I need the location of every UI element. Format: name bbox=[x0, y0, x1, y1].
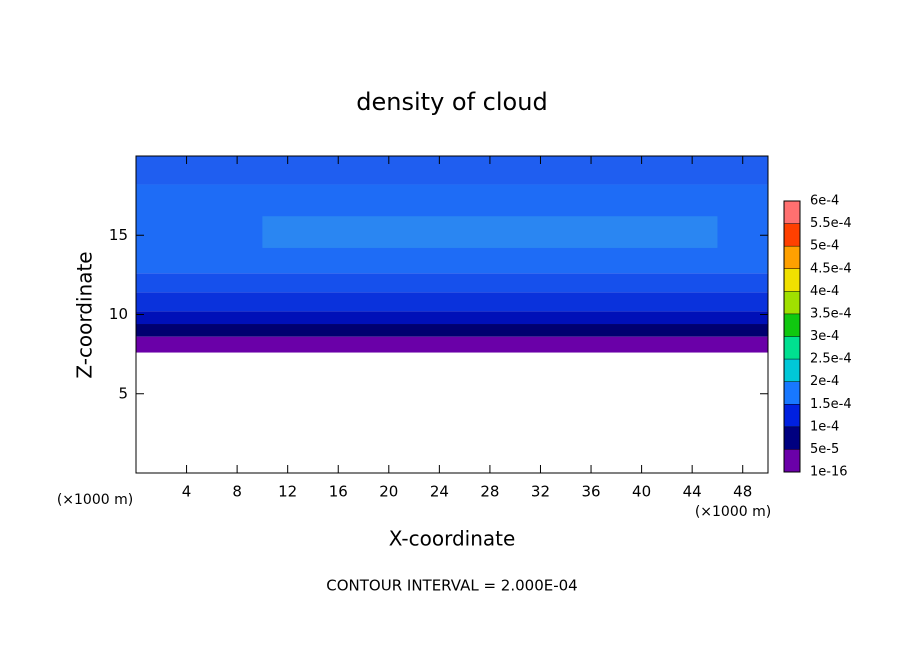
colorbar-cell bbox=[784, 449, 800, 472]
colorbar-label: 5e-5 bbox=[810, 442, 839, 457]
contour-band bbox=[136, 156, 768, 185]
x-tick-label: 20 bbox=[379, 483, 398, 501]
y-axis-label: Z-coordinate bbox=[73, 251, 97, 378]
colorbar-cell bbox=[784, 223, 800, 247]
colorbar-label: 1e-4 bbox=[810, 419, 839, 434]
x-axis-label: X-coordinate bbox=[389, 527, 516, 551]
x-tick-label: 40 bbox=[632, 483, 651, 501]
colorbar-cell bbox=[784, 291, 800, 314]
contour-band bbox=[136, 273, 768, 293]
colorbar-label: 1e-16 bbox=[810, 465, 848, 480]
colorbar-label: 5.5e-4 bbox=[810, 216, 852, 231]
colorbar-cell bbox=[784, 426, 800, 450]
colorbar-cell bbox=[784, 359, 800, 382]
x-tick-label: 12 bbox=[278, 483, 297, 501]
annotation: CONTOUR INTERVAL = 2.000E-04 bbox=[326, 577, 577, 595]
chart-title: density of cloud bbox=[356, 88, 547, 116]
contour-band bbox=[136, 311, 768, 325]
colorbar-label: 4e-4 bbox=[810, 284, 839, 299]
colorbar-label: 4.5e-4 bbox=[810, 261, 852, 276]
colorbar-cell bbox=[784, 246, 800, 269]
contour-band bbox=[136, 292, 768, 312]
x-tick-label: 16 bbox=[329, 483, 348, 501]
x-unit-label: (×1000 m) bbox=[695, 504, 771, 520]
contour-band bbox=[262, 216, 718, 248]
x-tick-label: 4 bbox=[182, 483, 192, 501]
colorbar-cell bbox=[784, 381, 800, 405]
y-tick-label: 5 bbox=[118, 384, 128, 402]
colorbar-label: 5e-4 bbox=[810, 239, 839, 254]
colorbar-label: 3e-4 bbox=[810, 329, 839, 344]
colorbar-label: 1.5e-4 bbox=[810, 397, 852, 412]
colorbar-label: 3.5e-4 bbox=[810, 306, 852, 321]
colorbar-label: 2e-4 bbox=[810, 374, 839, 389]
x-tick-label: 24 bbox=[430, 483, 449, 501]
y-tick-label: 15 bbox=[109, 226, 128, 244]
colorbar-cell bbox=[784, 268, 800, 292]
colorbar-label: 2.5e-4 bbox=[810, 352, 852, 367]
colorbar-cell bbox=[784, 313, 800, 337]
y-tick-label: 10 bbox=[109, 305, 128, 323]
colorbar-label: 6e-4 bbox=[810, 194, 839, 209]
x-tick-label: 36 bbox=[581, 483, 600, 501]
x-tick-label: 32 bbox=[531, 483, 550, 501]
x-tick-label: 8 bbox=[232, 483, 242, 501]
x-tick-label: 44 bbox=[683, 483, 702, 501]
x-tick-label: 48 bbox=[733, 483, 752, 501]
y-unit-label: (×1000 m) bbox=[57, 492, 133, 508]
contour-band bbox=[136, 336, 768, 353]
colorbar-cell bbox=[784, 404, 800, 427]
contour-band bbox=[136, 324, 768, 337]
colorbar-cell bbox=[784, 336, 800, 360]
colorbar-cell bbox=[784, 201, 800, 224]
x-tick-label: 28 bbox=[480, 483, 499, 501]
